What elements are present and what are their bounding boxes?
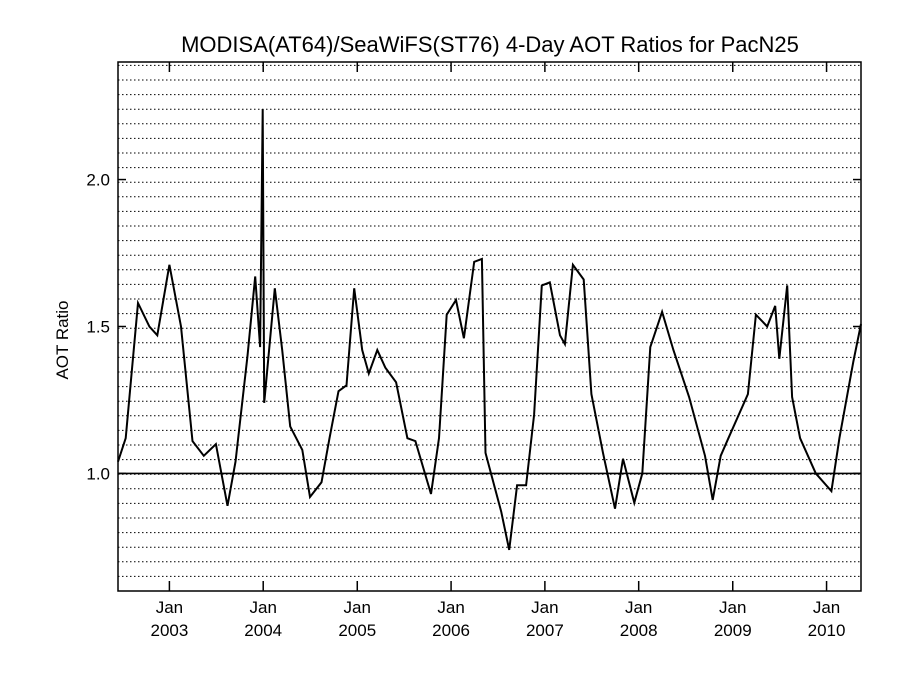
x-tick-month-label: Jan [625,598,652,617]
x-tick-year-label: 2005 [338,621,376,640]
y-tick-label: 2.0 [86,171,110,190]
y-tick-label: 1.0 [86,464,110,483]
series-line [117,108,862,551]
x-tick-month-label: Jan [344,598,371,617]
x-tick-year-label: 2004 [244,621,282,640]
x-tick-year-label: 2006 [432,621,470,640]
plot-frame-group [117,61,862,592]
x-tick-month-label: Jan [249,598,276,617]
x-tick-month-label: Jan [531,598,558,617]
x-tick-year-label: 2010 [808,621,846,640]
y-tick-label: 1.5 [86,318,110,337]
series-group [117,108,862,551]
x-tick-year-label: 2008 [620,621,658,640]
x-tick-year-label: 2007 [526,621,564,640]
x-tick-year-label: 2009 [714,621,752,640]
x-tick-month-label: Jan [437,598,464,617]
x-tick-month-label: Jan [719,598,746,617]
y-axis-ticks: 1.0 1.5 2.0 [86,171,861,483]
x-tick-year-label: 2003 [150,621,188,640]
x-tick-month-label: Jan [813,598,840,617]
y-axis-label: AOT Ratio [53,300,72,379]
x-tick-month-label: Jan [156,598,183,617]
x-axis-ticks: Jan 2003 Jan 2004 Jan 2005 Jan 2006 Jan 2007 Jan 20… [150,62,845,640]
plot-frame [117,61,862,592]
chart-title: MODISA(AT64)/SeaWiFS(ST76) 4-Day AOT Rat… [181,32,799,57]
